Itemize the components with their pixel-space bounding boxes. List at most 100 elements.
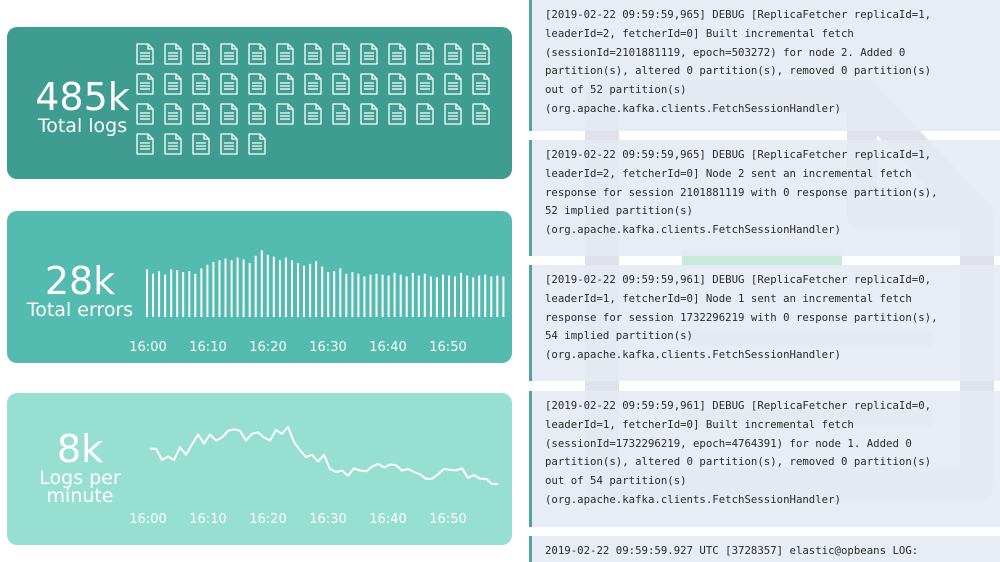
total-errors-label: Total errors — [26, 299, 134, 321]
log-entry[interactable]: [2019-02-22 09:59:59,961] DEBUG [Replica… — [529, 391, 1000, 527]
log-entry[interactable]: [2019-02-22 09:59:59,965] DEBUG [Replica… — [529, 0, 1000, 131]
document-icon — [304, 103, 322, 125]
error-bar — [272, 256, 275, 317]
error-bar — [333, 271, 336, 317]
document-icon — [444, 43, 462, 65]
error-bar — [315, 261, 318, 317]
document-icon — [332, 103, 350, 125]
error-bar — [164, 274, 167, 317]
error-bar — [351, 272, 354, 317]
time-tick-label: 16:20 — [249, 340, 287, 355]
document-icon — [248, 133, 266, 155]
document-icon — [136, 43, 154, 65]
error-bar — [472, 277, 475, 317]
error-bar — [411, 272, 414, 317]
time-tick-label: 16:30 — [309, 512, 347, 527]
error-bar — [363, 276, 366, 317]
error-bar — [303, 265, 305, 317]
log-entry[interactable]: [2019-02-22 09:59:59,961] DEBUG [Replica… — [529, 265, 1000, 381]
error-bar — [284, 257, 287, 317]
log-entry[interactable]: [2019-02-22 09:59:59,965] DEBUG [Replica… — [529, 140, 1000, 256]
error-bar — [369, 274, 372, 317]
document-icon — [388, 73, 406, 95]
error-bar — [206, 264, 209, 317]
logs-per-minute-card: 8k Logs per minute 16:00 16:10 16:20 16:30 1… — [7, 393, 512, 545]
document-icon — [192, 43, 210, 65]
document-icon — [136, 103, 154, 125]
error-bar — [321, 266, 324, 317]
error-bar — [375, 273, 378, 317]
document-icon — [332, 43, 350, 65]
error-bar — [429, 276, 432, 317]
document-icon — [192, 133, 210, 155]
time-tick-label: 16:20 — [249, 512, 287, 527]
error-bar — [423, 273, 426, 317]
errors-time-axis: 16:00 16:10 16:20 16:30 16:40 16:50 — [7, 211, 512, 363]
document-icon — [220, 133, 238, 155]
error-bar — [417, 275, 420, 317]
document-icon — [220, 103, 238, 125]
document-icon — [304, 43, 322, 65]
error-bar — [345, 273, 348, 317]
total-logs-value: 485k — [35, 75, 130, 119]
error-bar — [435, 277, 438, 317]
logs-per-minute-series-line — [150, 426, 498, 485]
error-bar — [339, 268, 342, 317]
total-errors-value: 28k — [44, 259, 116, 303]
document-icon — [248, 73, 266, 95]
logs-per-minute-metric: 8k Logs per minute — [15, 429, 145, 507]
document-icon — [416, 43, 434, 65]
time-tick-label: 16:10 — [189, 512, 227, 527]
document-icon — [136, 73, 154, 95]
total-logs-card: 485k Total logs — [7, 27, 512, 179]
error-bar — [266, 254, 269, 317]
document-icon — [136, 133, 154, 155]
document-icon — [472, 73, 490, 95]
errors-bar-chart — [146, 250, 505, 317]
error-bar — [170, 269, 173, 317]
document-icon — [220, 43, 238, 65]
time-tick-label: 16:40 — [369, 512, 407, 527]
error-bar — [194, 273, 197, 317]
document-icon — [388, 43, 406, 65]
document-icon — [416, 73, 434, 95]
error-bar — [218, 260, 221, 317]
error-bar — [200, 268, 203, 317]
error-bar — [242, 259, 245, 317]
error-bar — [387, 275, 390, 317]
rate-time-axis: 16:00 16:10 16:20 16:30 16:40 16:50 — [7, 393, 512, 545]
document-icon — [276, 103, 294, 125]
document-icon — [388, 103, 406, 125]
document-icon — [360, 73, 378, 95]
error-bar — [146, 269, 148, 317]
error-bar — [448, 275, 450, 317]
error-bar — [454, 276, 456, 317]
document-icon — [360, 103, 378, 125]
log-stream-panel[interactable]: [2019-02-22 09:59:59,965] DEBUG [Replica… — [527, 0, 1000, 562]
logs-per-minute-label: Logs per minute — [39, 467, 121, 507]
error-bar — [357, 273, 360, 317]
document-icon — [164, 73, 182, 95]
total-logs-metric: 485k Total logs — [15, 75, 150, 137]
document-icon — [164, 43, 182, 65]
error-bar — [442, 274, 444, 317]
error-bar — [490, 276, 493, 317]
error-bar — [484, 274, 487, 317]
error-bar — [381, 274, 384, 317]
total-logs-label: Total logs — [37, 115, 128, 137]
document-icon — [472, 103, 490, 125]
log-entry[interactable]: 2019-02-22 09:59:59.927 UTC [3728357] el… — [529, 536, 1000, 562]
document-icon — [220, 73, 238, 95]
logs-per-minute-line-chart — [150, 426, 498, 485]
error-bar — [278, 260, 281, 317]
document-icon — [444, 103, 462, 125]
document-icon — [472, 43, 490, 65]
error-bar — [212, 262, 215, 317]
error-bar — [248, 263, 251, 317]
error-bar — [230, 260, 233, 317]
document-icon — [444, 73, 462, 95]
time-tick-label: 16:30 — [309, 340, 347, 355]
error-bar — [466, 275, 469, 317]
error-bar — [176, 270, 179, 317]
error-bar — [291, 260, 293, 317]
